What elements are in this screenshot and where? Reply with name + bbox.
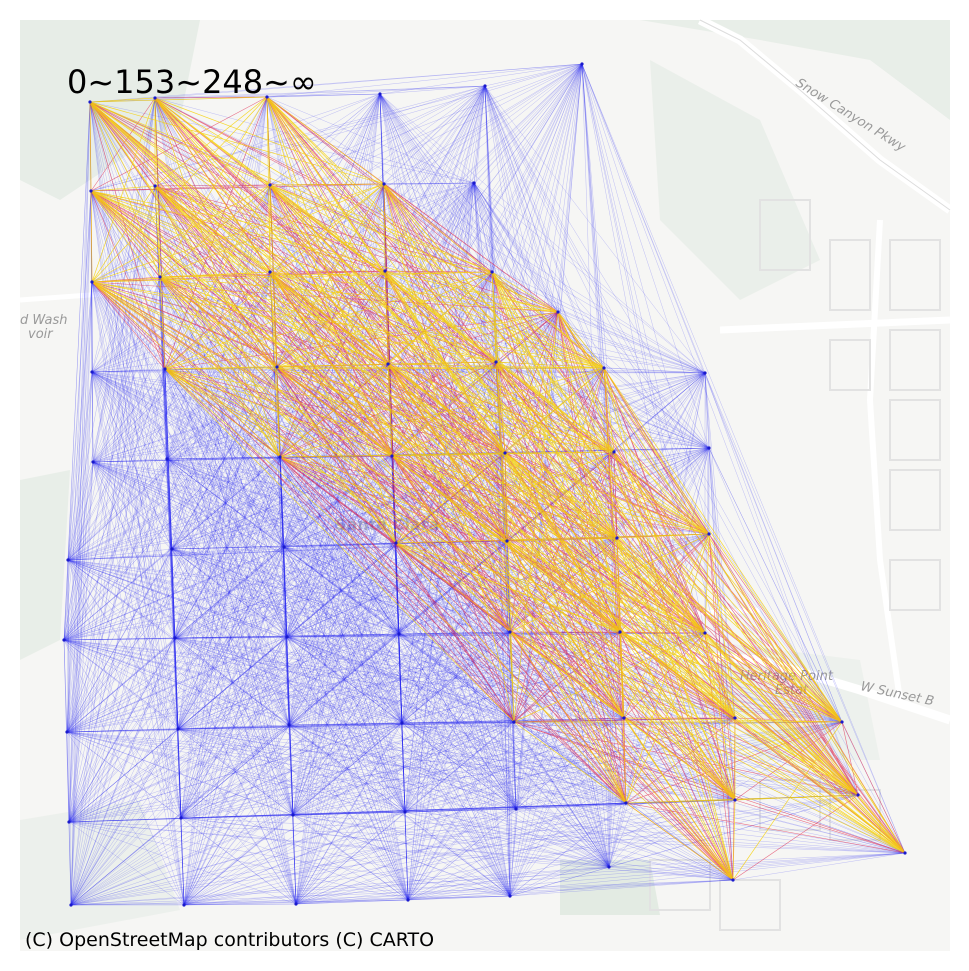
- flow-node: [733, 798, 737, 802]
- flow-node: [707, 446, 711, 450]
- flow-node: [67, 820, 71, 824]
- flow-node: [615, 536, 619, 540]
- flow-node: [383, 269, 387, 273]
- flow-node: [508, 630, 512, 634]
- flow-node: [483, 84, 487, 88]
- flow-node: [612, 450, 616, 454]
- flow-node: [840, 720, 844, 724]
- flow-node: [494, 360, 498, 364]
- flow-node: [291, 813, 295, 817]
- flow-node: [170, 547, 174, 551]
- flow-node: [163, 367, 167, 371]
- flow-node: [514, 807, 518, 811]
- flow-node: [88, 100, 92, 104]
- flow-node: [394, 541, 398, 545]
- flow-node: [733, 716, 737, 720]
- flow-node: [707, 532, 711, 536]
- legend-label: 0~153~248~∞: [67, 63, 317, 101]
- flow-node: [703, 631, 707, 635]
- flow-node: [624, 801, 628, 805]
- flow-node: [287, 723, 291, 727]
- flow-node: [65, 730, 69, 734]
- flow-nodes: [62, 62, 907, 907]
- flow-node: [268, 183, 272, 187]
- wash-label-2: voir: [28, 327, 54, 342]
- flow-node: [158, 275, 162, 279]
- flow-node: [275, 365, 279, 369]
- edges-high-path: [89, 96, 906, 881]
- flow-node: [90, 370, 94, 374]
- edges-high: [89, 96, 906, 881]
- flow-node: [602, 366, 606, 370]
- flow-node: [282, 545, 286, 549]
- flow-node: [472, 181, 476, 185]
- flow-node: [173, 636, 177, 640]
- flow-node: [607, 865, 611, 869]
- flow-node: [268, 270, 272, 274]
- flow-node: [382, 182, 386, 186]
- flow-node: [490, 270, 494, 274]
- flow-node: [165, 457, 169, 461]
- flow-node: [505, 539, 509, 543]
- flow-node: [89, 189, 93, 193]
- flow-node: [856, 793, 860, 797]
- flow-node: [503, 451, 507, 455]
- flow-node: [512, 720, 516, 724]
- flow-node: [731, 878, 735, 882]
- wash-label: d Wash: [20, 313, 68, 328]
- flow-node: [390, 454, 394, 458]
- flow-node: [182, 903, 186, 907]
- flow-node: [90, 280, 94, 284]
- flow-node: [397, 632, 401, 636]
- flow-node: [508, 894, 512, 898]
- flow-node: [66, 558, 70, 562]
- flow-node: [176, 727, 180, 731]
- flow-node: [386, 362, 390, 366]
- flow-node: [903, 851, 907, 855]
- flow-node: [285, 635, 289, 639]
- flow-node: [556, 310, 560, 314]
- flow-node: [400, 721, 404, 725]
- flow-node: [406, 898, 410, 902]
- flow-node: [153, 96, 157, 100]
- attribution-text: (C) OpenStreetMap contributors (C) CARTO: [25, 929, 434, 951]
- flow-node: [179, 816, 183, 820]
- flow-node: [278, 455, 282, 459]
- flow-node: [622, 716, 626, 720]
- flow-node: [69, 903, 73, 907]
- flow-node: [91, 460, 95, 464]
- flow-node: [703, 371, 707, 375]
- flow-node: [378, 92, 382, 96]
- flow-edges: [63, 63, 906, 906]
- flow-node: [62, 638, 66, 642]
- flow-node: [580, 62, 584, 66]
- flow-node: [153, 184, 157, 188]
- flow-node: [265, 95, 269, 99]
- flow-node: [403, 810, 407, 814]
- flow-node: [294, 902, 298, 906]
- flow-node: [618, 630, 622, 634]
